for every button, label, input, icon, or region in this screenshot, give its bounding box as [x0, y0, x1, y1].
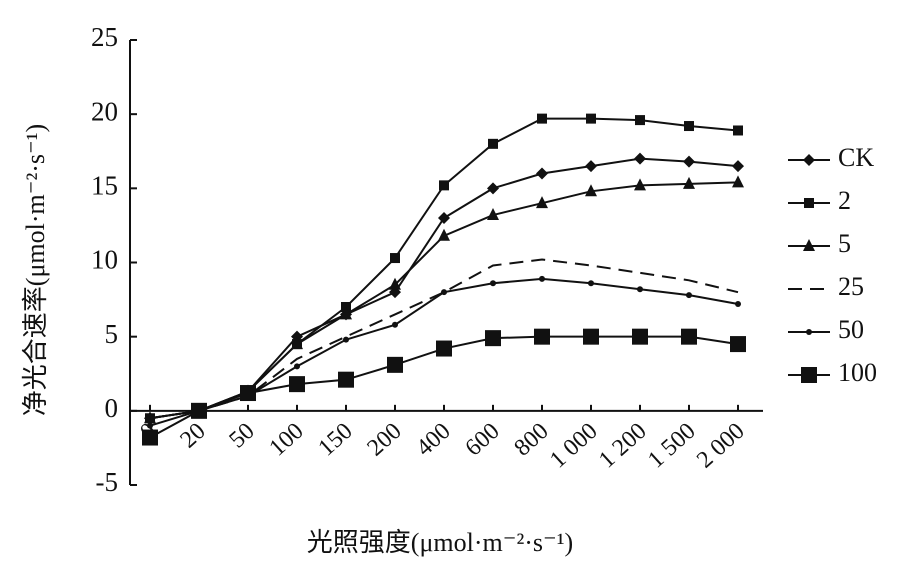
marker [681, 328, 697, 345]
marker [338, 371, 354, 388]
x-axis-label: 光照强度(μmol·m⁻²·s⁻¹) [307, 528, 573, 557]
legend-label: 5 [838, 229, 851, 258]
marker [634, 178, 646, 191]
marker [735, 301, 741, 308]
x-tick-label: 50 [224, 418, 259, 453]
marker [436, 340, 452, 357]
marker [488, 138, 498, 149]
marker [730, 336, 746, 353]
marker [390, 253, 400, 264]
marker [539, 275, 545, 282]
x-tick-label: 1 200 [594, 418, 652, 473]
legend-label: 50 [838, 315, 864, 344]
y-tick-label: -5 [96, 467, 119, 497]
x-tick-label: 1 500 [643, 418, 701, 473]
marker [637, 286, 643, 293]
marker [583, 328, 599, 345]
marker [490, 280, 496, 287]
marker [635, 115, 645, 126]
marker [733, 125, 743, 136]
y-tick-label: 15 [91, 171, 118, 201]
y-axis-label: 净光合速率(μmol·m⁻²·s⁻¹) [21, 124, 50, 416]
y-tick-label: 0 [105, 393, 119, 423]
marker [441, 289, 447, 296]
marker [632, 328, 648, 345]
legend-label: 2 [838, 186, 851, 215]
marker [804, 198, 814, 208]
marker [803, 154, 815, 166]
marker [341, 302, 351, 312]
marker [191, 402, 207, 419]
marker [585, 184, 597, 197]
marker [291, 337, 303, 350]
marker [634, 152, 646, 165]
marker [534, 328, 550, 345]
marker [487, 182, 499, 195]
x-tick-label: 150 [314, 418, 358, 461]
marker [387, 356, 403, 373]
marker [588, 280, 594, 287]
marker [803, 239, 815, 251]
marker [438, 228, 450, 241]
marker [684, 121, 694, 132]
marker [289, 376, 305, 393]
x-tick-label: 200 [363, 418, 407, 461]
series-line [149, 157, 739, 420]
marker [392, 321, 398, 328]
marker [732, 175, 744, 188]
marker [294, 363, 300, 370]
marker [340, 307, 352, 320]
marker [801, 367, 817, 383]
marker [585, 160, 597, 173]
marker [439, 180, 449, 191]
marker [142, 429, 158, 446]
legend-label: 25 [838, 272, 864, 301]
series-line [149, 117, 739, 420]
marker [686, 292, 692, 299]
marker [343, 336, 349, 343]
y-tick-label: 5 [105, 319, 119, 349]
marker [537, 113, 547, 124]
x-tick-label: 2 000 [692, 418, 750, 473]
marker [487, 208, 499, 221]
x-tick-label: 1 000 [545, 418, 603, 473]
x-tick-label: 20 [175, 418, 210, 453]
marker [438, 212, 450, 224]
marker [536, 196, 548, 209]
marker [240, 385, 256, 402]
marker [683, 176, 695, 189]
marker [732, 160, 744, 173]
marker [683, 155, 695, 168]
x-tick-label: 100 [265, 418, 309, 461]
marker [586, 113, 596, 124]
y-tick-label: 25 [91, 22, 118, 52]
x-tick-label: 600 [461, 418, 505, 461]
legend-label: CK [838, 143, 874, 172]
marker [485, 330, 501, 347]
y-tick-label: 20 [91, 96, 118, 126]
marker [389, 277, 401, 290]
marker [536, 167, 548, 180]
x-tick-label: 400 [412, 418, 456, 461]
marker [147, 422, 153, 429]
legend-label: 100 [838, 358, 877, 387]
y-tick-label: 10 [91, 245, 118, 275]
marker [806, 329, 812, 335]
